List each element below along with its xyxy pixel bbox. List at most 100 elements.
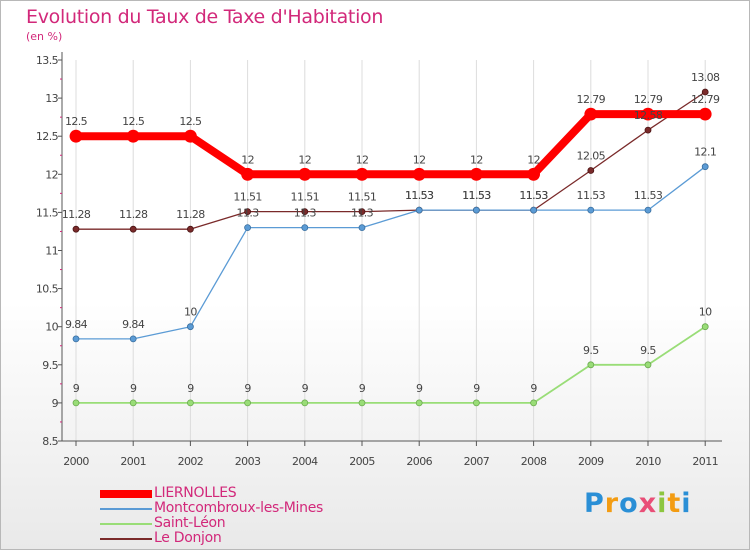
data-label: 10 (699, 306, 712, 319)
data-label: 11.3 (294, 207, 317, 220)
data-point (412, 167, 426, 181)
data-label: 9 (473, 382, 480, 395)
data-label: 12.5 (179, 115, 202, 128)
y-tick-label: 13.5 (36, 54, 59, 67)
data-label: 12.79 (691, 93, 720, 106)
data-label: 9 (187, 382, 194, 395)
data-point (301, 399, 309, 407)
y-tick-label: 8.5 (42, 435, 58, 448)
legend-item: Saint-Léon (100, 516, 360, 531)
data-label: 11.53 (405, 189, 434, 202)
data-point (358, 224, 366, 232)
legend-item: Le Donjon (100, 531, 360, 546)
data-label: 12.79 (634, 93, 663, 106)
series-line-2 (75, 325, 707, 404)
data-label: 13.08 (691, 71, 720, 84)
data-point (644, 206, 652, 214)
x-tick-label: 2000 (63, 455, 89, 468)
x-tick-label: 2007 (464, 455, 490, 468)
data-point (472, 206, 480, 214)
legend-swatch (100, 508, 152, 510)
data-label: 9 (73, 382, 80, 395)
data-point (301, 208, 309, 216)
x-tick-label: 2004 (292, 455, 318, 468)
y-tick-label: 13 (45, 92, 58, 105)
series-line-0 (72, 110, 710, 179)
legend-label: Montcombroux-les-Mines (154, 500, 324, 516)
proxiti-logo: Proxiti (584, 488, 692, 519)
data-label: 11.28 (62, 208, 91, 221)
chart-subtitle: (en %) (26, 30, 63, 43)
y-tick-label: 12.5 (36, 130, 59, 143)
data-point (587, 361, 595, 369)
brand-letter: t (667, 488, 682, 519)
x-tick-label: 2009 (578, 455, 604, 468)
data-label: 11.28 (119, 208, 148, 221)
data-point (244, 399, 252, 407)
data-label: 11.53 (577, 189, 606, 202)
data-point (587, 206, 595, 214)
data-point (244, 224, 252, 232)
data-point (644, 361, 652, 369)
brand-letter: i (681, 488, 692, 519)
legend-label: Saint-Léon (154, 515, 226, 531)
data-label: 9 (244, 382, 251, 395)
data-point (358, 399, 366, 407)
legend-swatch (100, 490, 152, 498)
data-label: 9 (359, 382, 366, 395)
legend-label: Le Donjon (154, 530, 222, 546)
data-point (186, 323, 194, 331)
data-label: 12.58 (634, 109, 663, 122)
data-point (415, 206, 423, 214)
data-point (701, 88, 709, 96)
data-label: 11.53 (462, 189, 491, 202)
data-point (641, 107, 655, 121)
legend-item: LIERNOLLES (100, 486, 360, 501)
x-tick-label: 2006 (406, 455, 432, 468)
data-label: 9.5 (583, 344, 599, 357)
data-point (698, 107, 712, 121)
data-point (701, 323, 709, 331)
y-tick-label: 9 (52, 397, 59, 410)
data-label: 12 (241, 153, 254, 166)
data-label: 12.5 (122, 115, 145, 128)
data-point (72, 225, 80, 233)
data-point (126, 129, 140, 143)
y-tick-label: 10 (45, 321, 58, 334)
x-tick-label: 2001 (120, 455, 146, 468)
data-label: 12 (298, 153, 311, 166)
series-line-3 (75, 91, 706, 230)
data-label: 9 (530, 382, 537, 395)
brand-letter: o (619, 488, 639, 519)
data-point (186, 225, 194, 233)
data-label: 9 (416, 382, 423, 395)
data-point (298, 167, 312, 181)
x-tick-label: 2002 (178, 455, 204, 468)
x-tick-label: 2003 (235, 455, 261, 468)
data-point (530, 206, 537, 214)
data-point (701, 163, 709, 171)
data-label: 12.05 (577, 149, 606, 162)
x-tick-label: 2011 (692, 455, 718, 468)
data-label: 11.28 (176, 208, 205, 221)
data-point (244, 208, 252, 216)
x-tick-label: 2010 (635, 455, 661, 468)
data-label: 12 (413, 153, 426, 166)
data-label: 11.51 (291, 191, 320, 204)
data-point (186, 399, 194, 407)
brand-letter: P (584, 488, 605, 519)
data-label: 11.53 (519, 189, 548, 202)
data-label: 11.53 (634, 189, 663, 202)
data-point (355, 167, 369, 181)
data-label: 11.53 (405, 189, 434, 202)
y-tick-label: 11.5 (36, 206, 59, 219)
data-point (469, 167, 483, 181)
data-point (530, 399, 537, 407)
data-point (69, 129, 83, 143)
legend-swatch (100, 538, 152, 540)
data-point (129, 335, 137, 343)
data-label: 11.53 (462, 189, 491, 202)
data-point (72, 399, 80, 407)
legend-swatch (100, 523, 152, 525)
